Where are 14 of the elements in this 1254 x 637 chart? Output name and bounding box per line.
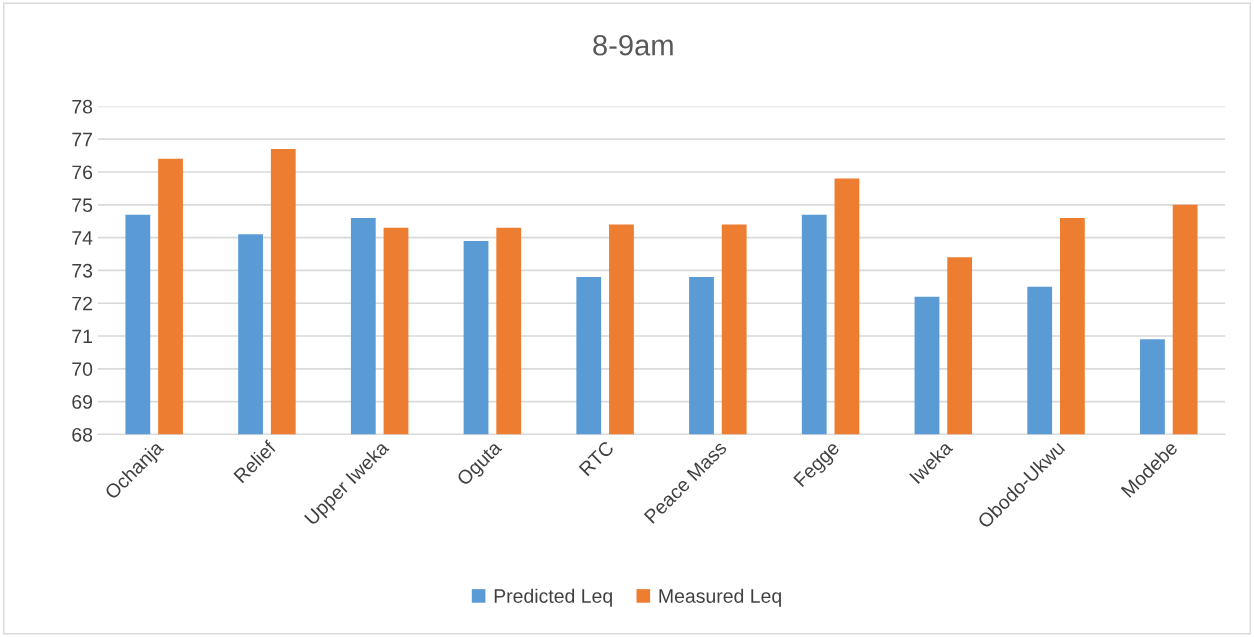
- y-tick-label: 78: [72, 99, 93, 114]
- y-tick-label: 76: [72, 165, 93, 180]
- y-tick-label: 73: [72, 263, 93, 278]
- y-tick-label: 68: [72, 427, 93, 442]
- chart-title: 8-9am: [593, 34, 673, 56]
- legend-label: Predicted Leq: [494, 588, 612, 607]
- y-tick-label: 77: [72, 132, 92, 147]
- y-tick-label: 69: [72, 395, 93, 409]
- legend-label: Measured Leq: [659, 588, 781, 607]
- y-tick-label: 71: [72, 329, 92, 344]
- y-tick-label: 75: [72, 198, 93, 213]
- y-tick-label: 74: [72, 231, 93, 245]
- y-tick-label: 70: [72, 362, 93, 377]
- y-tick-label: 72: [72, 296, 92, 311]
